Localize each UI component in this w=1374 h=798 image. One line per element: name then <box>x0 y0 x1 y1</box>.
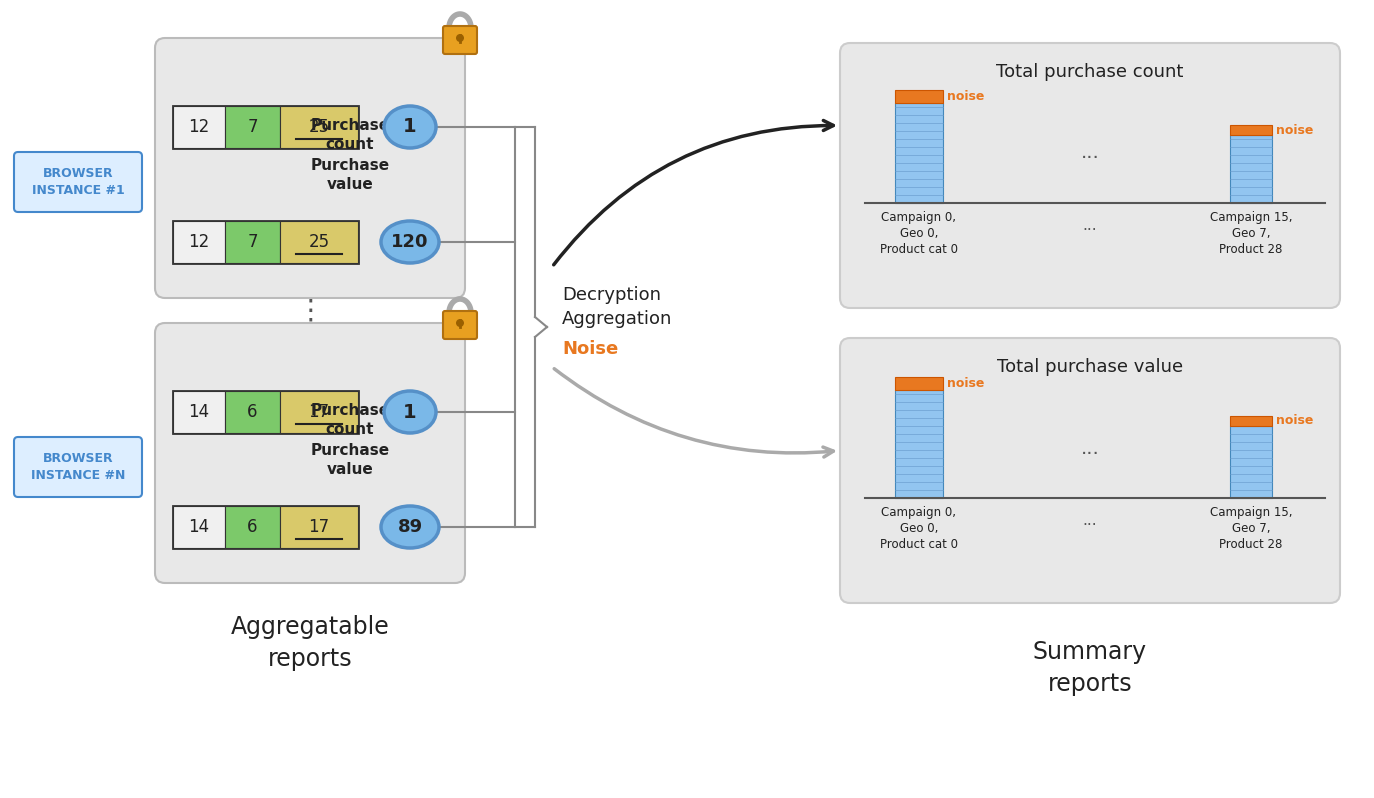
Bar <box>173 391 359 433</box>
Ellipse shape <box>383 391 436 433</box>
Bar <box>894 90 943 103</box>
Text: ...: ... <box>1080 144 1099 163</box>
Text: 14: 14 <box>188 518 210 536</box>
Bar <box>173 391 225 433</box>
Text: noise: noise <box>947 377 984 390</box>
Text: 25: 25 <box>308 118 330 136</box>
Text: Purchase
count: Purchase count <box>311 403 390 437</box>
Text: 1: 1 <box>403 402 416 421</box>
Bar <box>173 106 225 148</box>
Text: 25: 25 <box>308 233 330 251</box>
FancyBboxPatch shape <box>14 152 142 212</box>
Circle shape <box>456 319 464 327</box>
Text: Purchase
value: Purchase value <box>311 443 390 476</box>
Text: noise: noise <box>1276 414 1314 428</box>
Bar <box>225 391 280 433</box>
FancyBboxPatch shape <box>442 26 477 54</box>
Circle shape <box>456 34 464 42</box>
Text: 1: 1 <box>403 117 416 136</box>
Text: noise: noise <box>1276 124 1314 136</box>
Text: Campaign 0,
Geo 0,
Product cat 0: Campaign 0, Geo 0, Product cat 0 <box>879 211 958 256</box>
Bar <box>894 103 943 203</box>
FancyBboxPatch shape <box>155 323 464 583</box>
Bar <box>1230 135 1272 203</box>
Text: Aggregatable
reports: Aggregatable reports <box>231 615 389 671</box>
Text: Total purchase value: Total purchase value <box>998 358 1183 376</box>
Text: ...: ... <box>1083 218 1098 233</box>
Text: noise: noise <box>947 90 984 103</box>
Bar <box>173 221 359 263</box>
Bar <box>173 506 225 548</box>
Text: Purchase
count: Purchase count <box>311 118 390 152</box>
Text: BROWSER
INSTANCE #1: BROWSER INSTANCE #1 <box>32 167 125 197</box>
FancyBboxPatch shape <box>840 43 1340 308</box>
Text: 17: 17 <box>308 403 330 421</box>
Bar <box>173 106 359 148</box>
FancyBboxPatch shape <box>155 38 464 298</box>
Text: ⋮: ⋮ <box>297 297 324 325</box>
Text: 6: 6 <box>247 403 258 421</box>
Bar <box>894 377 943 390</box>
Text: 14: 14 <box>188 403 210 421</box>
Text: 89: 89 <box>397 518 423 536</box>
Text: Decryption
Aggregation: Decryption Aggregation <box>562 286 672 329</box>
Text: Summary
reports: Summary reports <box>1033 640 1147 696</box>
Bar <box>173 221 225 263</box>
Text: 12: 12 <box>188 118 210 136</box>
Ellipse shape <box>381 506 440 548</box>
FancyBboxPatch shape <box>442 311 477 339</box>
Bar <box>1230 416 1272 426</box>
Text: BROWSER
INSTANCE #N: BROWSER INSTANCE #N <box>30 452 125 482</box>
FancyBboxPatch shape <box>14 437 142 497</box>
Text: 6: 6 <box>247 518 258 536</box>
Bar <box>894 390 943 498</box>
Bar <box>280 106 359 148</box>
Bar <box>1230 125 1272 135</box>
Text: Noise: Noise <box>562 340 618 358</box>
Text: Total purchase count: Total purchase count <box>996 63 1183 81</box>
Text: 17: 17 <box>308 518 330 536</box>
Bar <box>225 106 280 148</box>
Text: ...: ... <box>1080 438 1099 457</box>
Text: 120: 120 <box>392 233 429 251</box>
Bar <box>1230 426 1272 498</box>
Text: Campaign 15,
Geo 7,
Product 28: Campaign 15, Geo 7, Product 28 <box>1209 506 1293 551</box>
Bar <box>225 221 280 263</box>
Bar <box>280 391 359 433</box>
Bar <box>280 506 359 548</box>
FancyBboxPatch shape <box>840 338 1340 603</box>
Text: Campaign 0,
Geo 0,
Product cat 0: Campaign 0, Geo 0, Product cat 0 <box>879 506 958 551</box>
Text: Campaign 15,
Geo 7,
Product 28: Campaign 15, Geo 7, Product 28 <box>1209 211 1293 256</box>
Text: 7: 7 <box>247 233 258 251</box>
Ellipse shape <box>383 106 436 148</box>
Text: ...: ... <box>1083 513 1098 528</box>
Bar <box>280 221 359 263</box>
Text: 12: 12 <box>188 233 210 251</box>
Text: 7: 7 <box>247 118 258 136</box>
Bar <box>173 506 359 548</box>
Bar <box>225 506 280 548</box>
Text: Purchase
value: Purchase value <box>311 158 390 192</box>
Ellipse shape <box>381 221 440 263</box>
